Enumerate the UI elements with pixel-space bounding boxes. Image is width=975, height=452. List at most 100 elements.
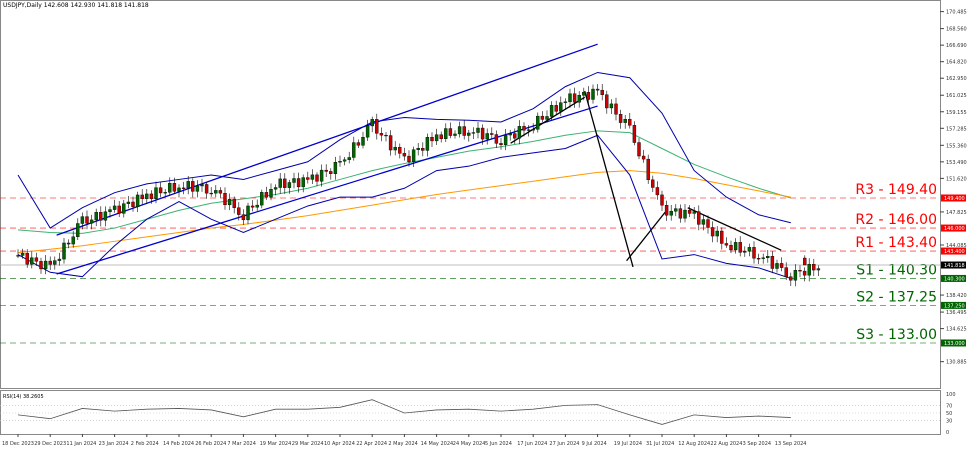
candle-body bbox=[255, 204, 259, 208]
candle-body bbox=[158, 187, 163, 194]
bb-upper-line bbox=[17, 71, 791, 229]
ma-green-line bbox=[17, 130, 791, 234]
candle-body bbox=[425, 137, 430, 151]
candle-body bbox=[25, 253, 29, 265]
candle-body bbox=[20, 253, 25, 256]
candle-body bbox=[641, 155, 646, 160]
rsi-line bbox=[17, 399, 791, 425]
candle-body bbox=[522, 126, 526, 131]
candle-body bbox=[430, 137, 434, 142]
ma-orange-line bbox=[17, 170, 791, 254]
candle-body bbox=[232, 198, 236, 208]
y-tick-label: 161.025 bbox=[946, 93, 967, 99]
candle-body bbox=[342, 159, 347, 162]
candle-body bbox=[609, 103, 614, 109]
candle-body bbox=[324, 169, 328, 172]
candle-body bbox=[131, 201, 135, 207]
candle-body bbox=[471, 132, 476, 134]
candle-body bbox=[618, 114, 623, 123]
level-price-tag-text: 143.400 bbox=[944, 249, 965, 255]
level-price-tag-text: 149.400 bbox=[944, 196, 965, 202]
level-price-tag-text: 140.300 bbox=[944, 276, 965, 282]
candle-body bbox=[181, 187, 186, 189]
candle-body bbox=[485, 133, 489, 140]
trendline bbox=[510, 96, 586, 144]
candle-body bbox=[789, 276, 793, 281]
candle-body bbox=[669, 210, 673, 216]
trendline bbox=[56, 105, 598, 275]
candle-body bbox=[605, 94, 609, 109]
candle-body bbox=[434, 134, 439, 142]
level-label: S2 - 137.25 bbox=[856, 289, 937, 305]
candle-body bbox=[347, 157, 351, 160]
candle-body bbox=[710, 227, 715, 237]
x-tick-label: 18 Dec 2023 bbox=[2, 441, 34, 447]
level-price-tag bbox=[941, 247, 966, 255]
candle-body bbox=[775, 263, 779, 269]
level-price-tag bbox=[941, 339, 966, 347]
candle-body bbox=[421, 148, 425, 151]
candle-body bbox=[250, 205, 255, 208]
candle-body bbox=[379, 133, 384, 136]
candle-body bbox=[117, 205, 121, 214]
candle-body bbox=[738, 242, 742, 253]
candle-body bbox=[697, 211, 701, 225]
candle-body bbox=[140, 194, 144, 199]
level-label: S3 - 133.00 bbox=[856, 327, 937, 343]
candle-body bbox=[674, 208, 678, 212]
candle-body bbox=[747, 247, 752, 252]
candle-body bbox=[43, 260, 48, 270]
candle-body bbox=[761, 257, 765, 259]
x-tick-label: 22 Aug 2024 bbox=[710, 441, 742, 447]
candle-body bbox=[807, 263, 811, 276]
y-tick-label: 170.485 bbox=[946, 10, 967, 16]
candle-body bbox=[646, 158, 650, 181]
candle-body bbox=[784, 267, 788, 277]
level-price-tag bbox=[941, 194, 966, 202]
rsi-tick-label: 70 bbox=[946, 403, 952, 409]
level-label: S1 - 140.30 bbox=[856, 262, 937, 278]
candle-body bbox=[651, 179, 655, 188]
candle-body bbox=[563, 101, 568, 103]
candle-body bbox=[99, 212, 103, 221]
candle-body bbox=[499, 143, 503, 146]
candle-body bbox=[733, 242, 738, 251]
candle-body bbox=[526, 129, 531, 131]
level-label: R1 - 143.40 bbox=[855, 235, 937, 251]
candle-body bbox=[237, 207, 241, 215]
candle-body bbox=[476, 127, 480, 133]
candle-body bbox=[126, 201, 131, 204]
candle-body bbox=[462, 126, 466, 136]
x-tick-label: 19 Jul 2024 bbox=[614, 441, 642, 447]
candle-body bbox=[457, 126, 462, 135]
candle-body bbox=[393, 146, 397, 151]
candle-body bbox=[352, 142, 356, 158]
candle-body bbox=[191, 181, 195, 192]
x-tick-label: 7 Mar 2024 bbox=[227, 441, 256, 447]
candle-body bbox=[448, 128, 453, 136]
x-tick-label: 10 Apr 2024 bbox=[324, 441, 355, 447]
candle-body bbox=[30, 257, 34, 265]
candle-body bbox=[200, 184, 204, 187]
current-price-tag-text: 141.818 bbox=[944, 263, 965, 269]
level-price-tag bbox=[941, 274, 966, 282]
candle-body bbox=[416, 148, 420, 150]
x-tick-label: 19 Mar 2024 bbox=[260, 441, 292, 447]
candle-body bbox=[687, 209, 692, 214]
y-tick-label: 155.360 bbox=[946, 143, 967, 149]
candle-body bbox=[559, 102, 563, 112]
x-tick-label: 22 Apr 2024 bbox=[356, 441, 387, 447]
candle-body bbox=[319, 169, 324, 182]
candle-body bbox=[62, 242, 66, 260]
candle-body bbox=[103, 211, 108, 221]
candle-body bbox=[301, 177, 305, 188]
candle-body bbox=[361, 137, 365, 146]
candle-body bbox=[48, 260, 52, 265]
candle-body bbox=[310, 174, 315, 180]
candle-body bbox=[333, 162, 338, 174]
candle-body bbox=[149, 193, 154, 199]
x-tick-label: 3 Sep 2024 bbox=[743, 441, 772, 447]
candle-body bbox=[572, 93, 577, 103]
candle-body bbox=[71, 236, 75, 245]
candle-body bbox=[549, 105, 554, 117]
